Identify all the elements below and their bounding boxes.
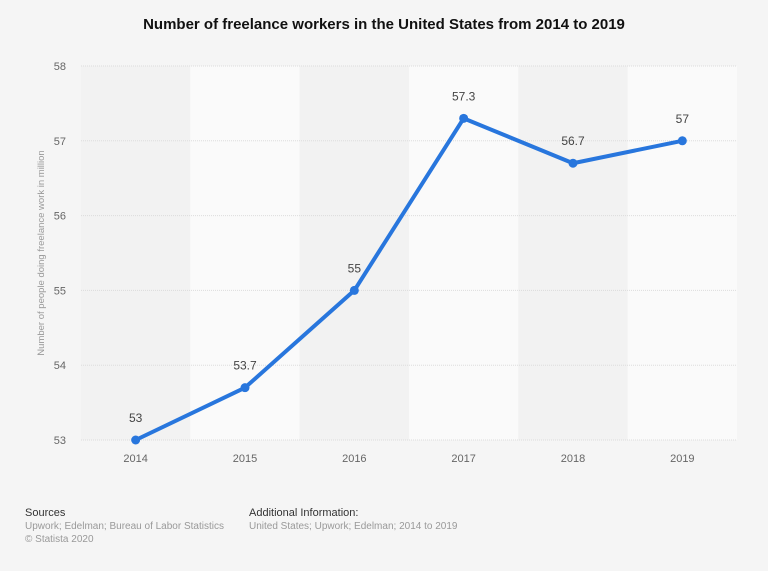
- additional-info-text: United States; Upwork; Edelman; 2014 to …: [249, 521, 458, 532]
- data-label: 56.7: [561, 134, 585, 148]
- data-point: [240, 383, 250, 393]
- y-tick-label: 53: [54, 435, 66, 447]
- column-band: [518, 66, 628, 440]
- data-point: [349, 285, 359, 295]
- y-tick-label: 56: [54, 211, 66, 223]
- sources-block: Sources Upwork; Edelman; Bureau of Labor…: [25, 507, 224, 546]
- y-tick-label: 57: [54, 136, 66, 148]
- data-label: 55: [348, 261, 362, 275]
- column-band: [627, 66, 737, 440]
- x-tick-label: 2016: [342, 453, 366, 465]
- series-line: [133, 116, 685, 442]
- column-band: [409, 66, 519, 440]
- data-point: [568, 158, 578, 168]
- data-label: 53: [129, 411, 143, 425]
- y-tick-label: 54: [54, 360, 66, 372]
- additional-info-heading: Additional Information:: [249, 507, 359, 519]
- chart-title: Number of freelance workers in the Unite…: [143, 16, 625, 33]
- y-axis-label: Number of people doing freelance work in…: [36, 150, 47, 355]
- data-label: 57: [676, 112, 690, 126]
- data-point: [131, 435, 141, 445]
- data-point: [459, 113, 469, 123]
- sources-heading: Sources: [25, 507, 66, 519]
- additional-info-block: Additional Information: United States; U…: [249, 507, 457, 533]
- sources-text: Upwork; Edelman; Bureau of Labor Statist…: [25, 521, 224, 532]
- data-label: 57.3: [452, 89, 476, 103]
- x-tick-label: 2015: [233, 453, 257, 465]
- x-tick-label: 2018: [561, 453, 585, 465]
- column-band: [190, 66, 300, 440]
- x-tick-label: 2014: [123, 453, 147, 465]
- data-label: 53.7: [233, 359, 257, 373]
- data-point: [677, 136, 687, 146]
- x-tick-label: 2017: [451, 453, 475, 465]
- y-tick-label: 58: [54, 61, 66, 73]
- column-band: [299, 66, 409, 440]
- copyright: © Statista 2020: [25, 534, 94, 545]
- x-tick-label: 2019: [670, 453, 694, 465]
- column-band: [81, 66, 191, 440]
- y-tick-label: 55: [54, 285, 66, 297]
